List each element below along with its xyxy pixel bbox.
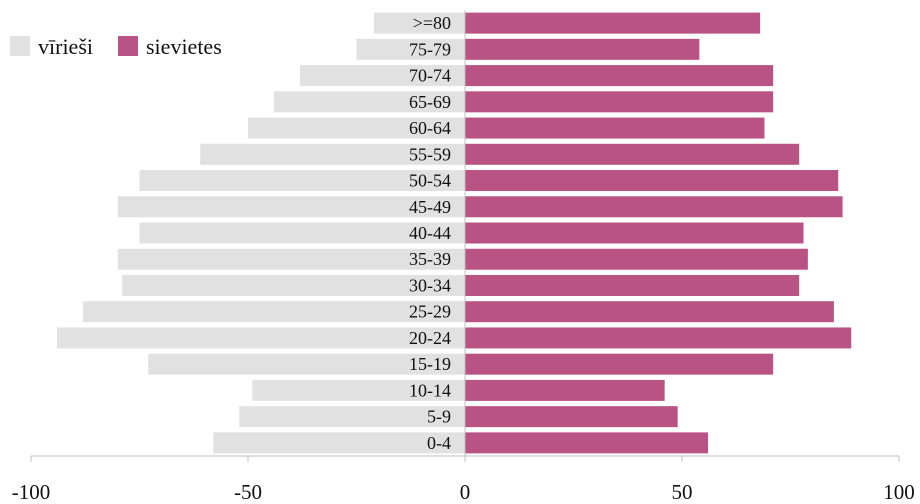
bar-female-2 [465,65,774,87]
bar-female-4 [465,117,765,139]
bar-female-16 [465,432,709,454]
bar-female-12 [465,327,852,349]
bar-male-3 [274,91,465,113]
age-label-10: 30-34 [409,275,451,295]
bar-male-7 [117,196,466,218]
bar-female-15 [465,406,678,428]
bar-male-0 [373,12,465,34]
legend-swatch-female [118,36,138,56]
female-bars-group [465,12,852,454]
bar-male-16 [213,432,465,454]
bar-male-2 [300,65,465,87]
age-label-1: 75-79 [409,39,451,59]
age-label-11: 25-29 [409,302,451,322]
age-label-9: 35-39 [409,249,451,269]
x-tick-label-3: 50 [672,480,693,504]
age-label-8: 40-44 [409,223,451,243]
bar-female-8 [465,222,804,244]
age-label-0: >=80 [413,13,451,33]
legend-label-male: vīrieši [38,34,93,59]
bar-female-11 [465,301,834,323]
bar-female-1 [465,38,700,60]
age-label-15: 5-9 [427,407,451,427]
age-label-4: 60-64 [409,118,451,138]
x-axis-ticks: -100 -50 0 50 100 [12,456,915,504]
age-label-12: 20-24 [409,328,451,348]
age-label-16: 0-4 [427,433,451,453]
age-label-13: 15-19 [409,354,451,374]
bar-female-5 [465,143,800,165]
bar-female-3 [465,91,774,113]
bar-male-12 [57,327,465,349]
bar-male-5 [200,143,465,165]
bar-male-13 [148,353,465,375]
bar-female-9 [465,248,808,270]
age-label-5: 55-59 [409,144,451,164]
x-tick-label-0: -100 [12,480,51,504]
bar-male-6 [139,170,465,192]
legend: vīrieši sievietes [10,34,222,59]
bar-male-9 [117,248,466,270]
age-label-2: 70-74 [409,66,451,86]
legend-swatch-male [10,36,30,56]
bar-male-14 [252,379,465,401]
x-tick-label-1: -50 [234,480,262,504]
bar-male-10 [122,274,465,296]
age-label-3: 65-69 [409,92,451,112]
bar-male-8 [139,222,465,244]
x-tick-label-4: 100 [883,480,915,504]
bar-male-1 [356,38,465,60]
bar-female-10 [465,274,800,296]
bar-female-0 [465,12,761,34]
bar-female-6 [465,170,839,192]
bar-female-13 [465,353,774,375]
legend-label-female: sievietes [146,34,222,59]
bar-female-7 [465,196,843,218]
bar-male-15 [239,406,465,428]
male-bars-group [57,12,466,454]
age-label-6: 50-54 [409,171,451,191]
bar-male-4 [248,117,465,139]
age-label-7: 45-49 [409,197,451,217]
x-tick-label-2: 0 [460,480,471,504]
bar-female-14 [465,379,665,401]
age-group-labels: >=80 75-79 70-74 65-69 60-64 55-59 50-54 45-49 4… [409,13,451,453]
age-label-14: 10-14 [409,380,451,400]
bar-male-11 [83,301,465,323]
